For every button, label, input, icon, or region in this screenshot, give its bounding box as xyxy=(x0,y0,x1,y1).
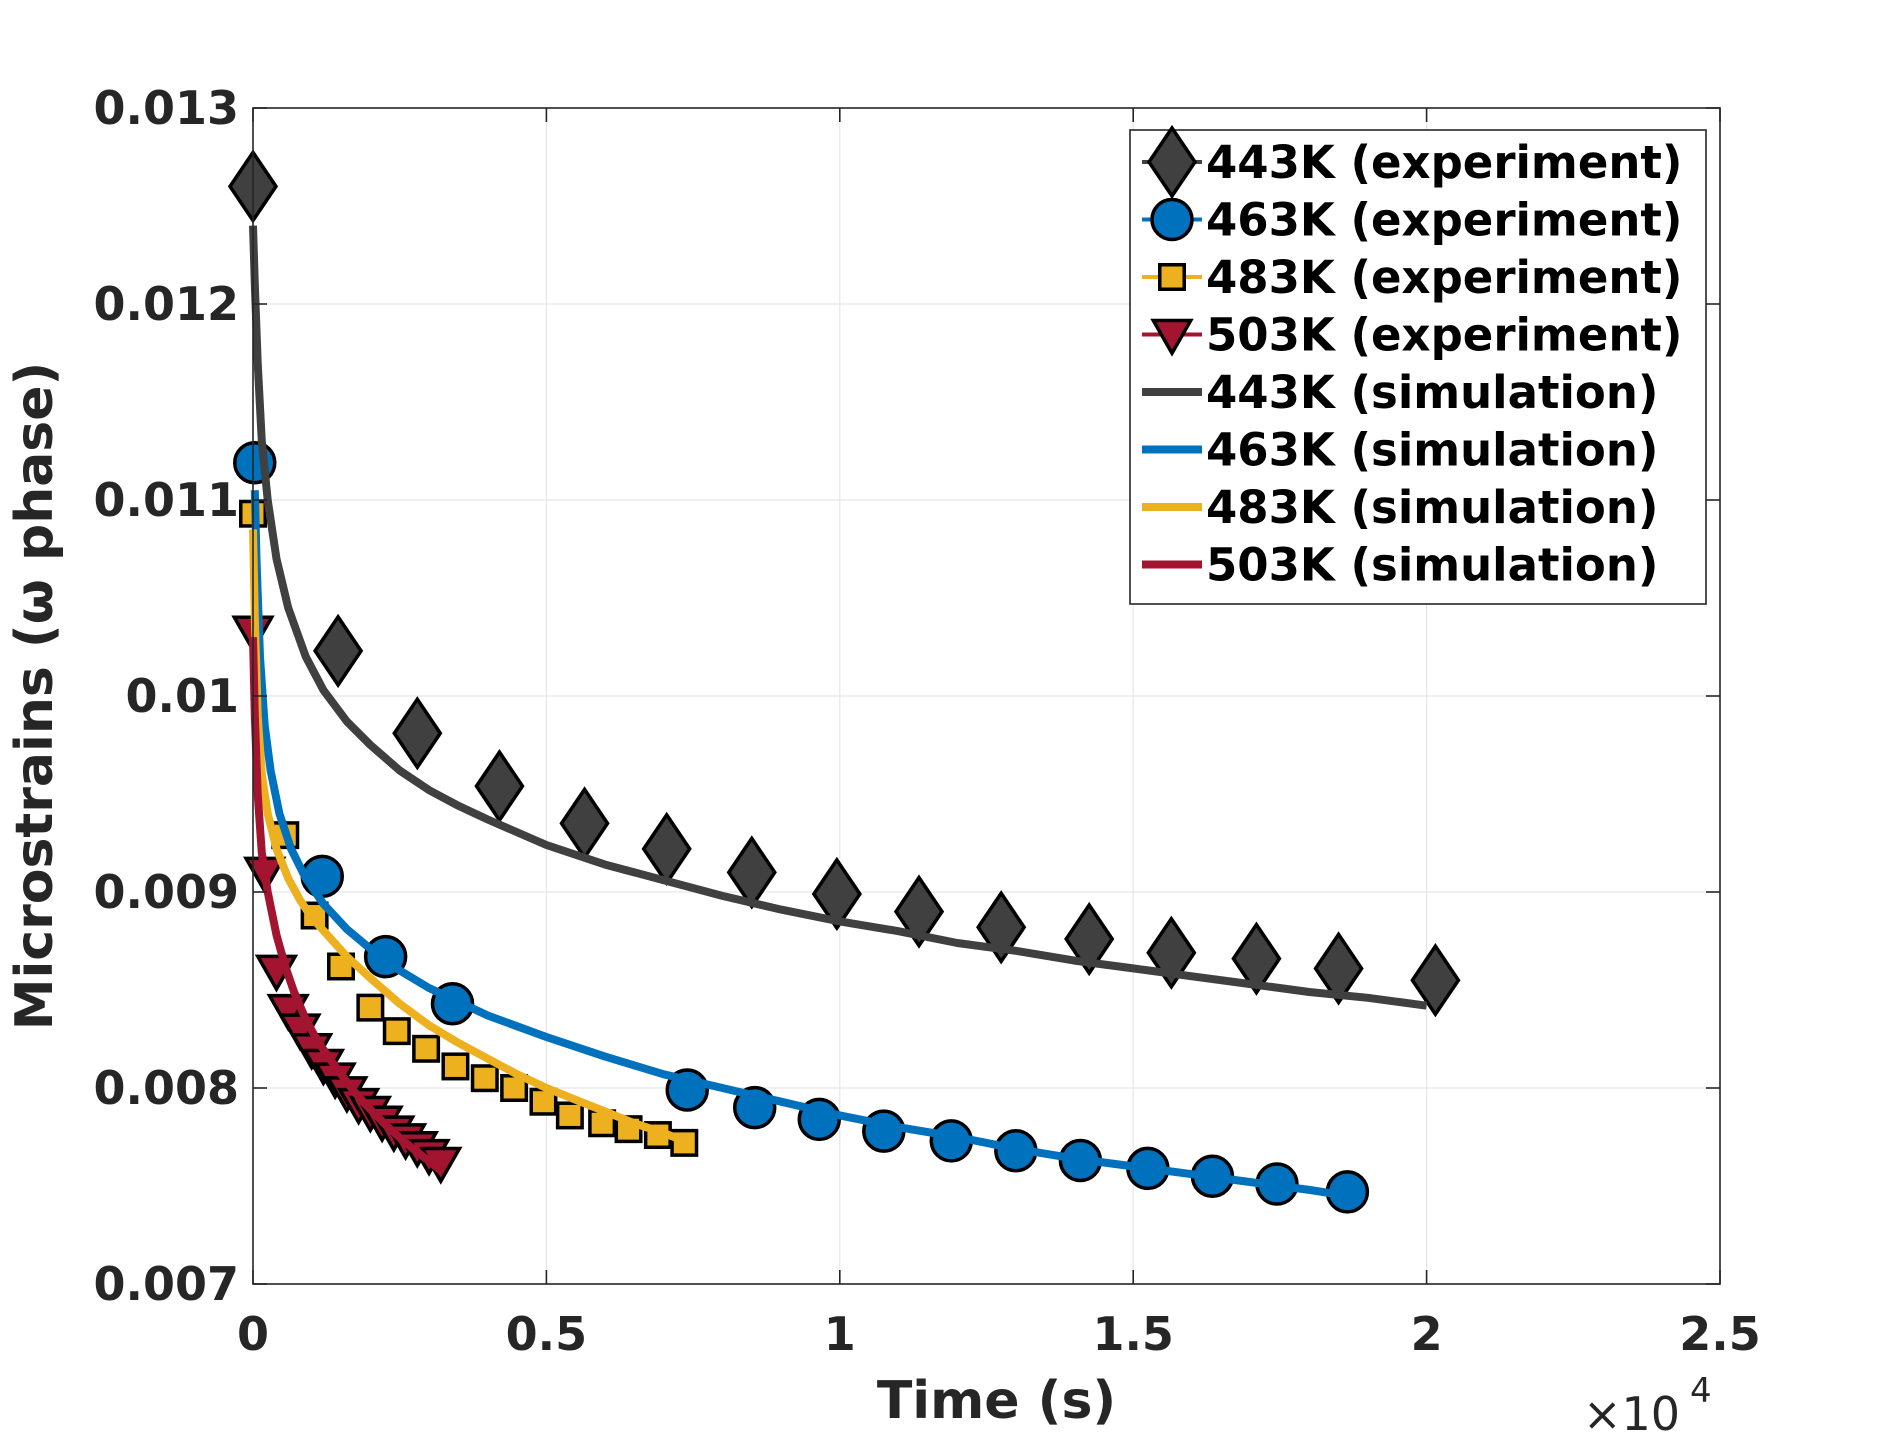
legend-label: 483K (experiment) xyxy=(1206,251,1682,304)
legend-item: 503K (experiment) xyxy=(1142,309,1682,362)
legend-label: 503K (simulation) xyxy=(1206,539,1658,592)
data-point xyxy=(893,874,945,949)
legend-label: 463K (experiment) xyxy=(1206,194,1682,247)
y-tick-label: 0.012 xyxy=(93,277,239,331)
legend: 443K (experiment)463K (experiment)483K (… xyxy=(1129,124,1707,605)
legend-items: 443K (experiment)463K (experiment)483K (… xyxy=(1142,124,1682,592)
x-tick-label: 2 xyxy=(1411,1307,1443,1361)
y-tick-label: 0.008 xyxy=(93,1061,239,1115)
x-axis-exponent-power: 4 xyxy=(1690,1371,1712,1411)
data-point xyxy=(474,748,525,824)
x-tick-label: 1.5 xyxy=(1092,1307,1174,1361)
data-point xyxy=(470,1064,499,1093)
y-tick-label: 0.01 xyxy=(126,669,240,723)
data-point xyxy=(1064,901,1115,977)
legend-label: 463K (simulation) xyxy=(1206,424,1658,477)
legend-label: 503K (experiment) xyxy=(1206,309,1682,362)
legend-item: 443K (simulation) xyxy=(1142,366,1658,419)
data-point xyxy=(412,1034,441,1063)
x-tick-label: 0 xyxy=(237,1307,269,1361)
legend-item: 483K (experiment) xyxy=(1142,251,1682,304)
y-tick-label: 0.009 xyxy=(93,865,239,919)
legend-item: 483K (simulation) xyxy=(1142,481,1658,534)
legend-item: 463K (simulation) xyxy=(1142,424,1658,477)
y-tick-label: 0.013 xyxy=(93,81,239,135)
x-tick-label: 2.5 xyxy=(1679,1307,1761,1361)
x-axis-exponent: ×10 4 xyxy=(1583,1371,1712,1439)
data-point xyxy=(1410,943,1461,1018)
legend-marker xyxy=(1150,197,1194,242)
legend-label: 443K (simulation) xyxy=(1206,366,1658,419)
x-tick-labels: 0 0.5 1 1.5 2 2.5 xyxy=(237,1307,1761,1361)
data-point xyxy=(555,1101,584,1130)
legend-label: 443K (experiment) xyxy=(1206,136,1682,189)
axis-ticks xyxy=(252,107,1721,1285)
simulation-lines xyxy=(249,225,1428,1200)
data-point xyxy=(312,613,364,689)
legend-marker xyxy=(1146,124,1198,200)
x-axis-exponent-base: ×10 xyxy=(1583,1387,1680,1439)
data-point xyxy=(382,1017,411,1046)
x-tick-label: 0.5 xyxy=(506,1307,588,1361)
legend-marker xyxy=(1150,318,1194,357)
x-tick-label: 1 xyxy=(824,1307,856,1361)
y-tick-label: 0.007 xyxy=(93,1257,239,1311)
series-line-443k-simulation- xyxy=(249,225,1428,1010)
legend-item: 443K (experiment) xyxy=(1142,124,1682,200)
data-point xyxy=(811,856,862,932)
series-line-483k-simulation- xyxy=(249,529,686,1145)
y-axis-title: Microstrains (ω phase) xyxy=(5,362,65,1031)
series-line-503k-simulation- xyxy=(249,637,444,1174)
data-point xyxy=(441,1052,470,1081)
series-markers-443k-experiment- xyxy=(227,149,1461,1018)
data-point xyxy=(529,1087,558,1116)
x-axis-title: Time (s) xyxy=(877,1371,1116,1431)
legend-box xyxy=(1129,129,1707,605)
series-line-463k-simulation- xyxy=(250,490,1349,1200)
legend-item: 463K (experiment) xyxy=(1142,194,1682,247)
legend-label: 483K (simulation) xyxy=(1206,481,1658,534)
data-point xyxy=(1231,921,1282,996)
y-tick-label: 0.011 xyxy=(93,473,239,527)
data-point xyxy=(1313,931,1364,1006)
data-point xyxy=(356,993,385,1022)
legend-marker xyxy=(1158,263,1186,291)
legend-item: 503K (simulation) xyxy=(1142,539,1658,592)
data-point xyxy=(392,696,443,771)
y-tick-labels: 0.007 0.008 0.009 0.01 0.011 0.012 0.013 xyxy=(93,81,239,1311)
